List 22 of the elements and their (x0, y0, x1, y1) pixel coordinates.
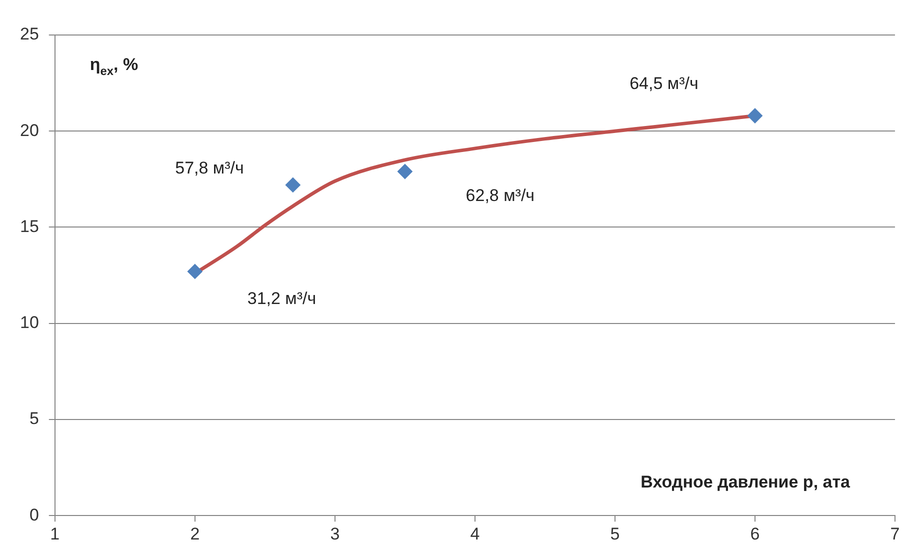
y-tick-label: 15 (20, 216, 39, 236)
x-axis-title: Входное давление р, ата (640, 472, 851, 492)
y-tick-label: 25 (20, 24, 39, 44)
annotation: 62,8 м³/ч (466, 186, 535, 206)
x-tick-label: 2 (190, 524, 200, 544)
x-tick-label: 1 (50, 524, 60, 544)
y-tick-label: 0 (29, 505, 39, 524)
point (187, 264, 202, 279)
annotation: 57,8 м³/ч (175, 158, 244, 178)
x-tick-label: 5 (610, 524, 620, 544)
y-tick-label: 20 (20, 120, 39, 140)
x-tick-label: 3 (330, 524, 340, 544)
x-tick-label: 7 (890, 524, 900, 544)
y-tick-label: 10 (20, 313, 39, 332)
annotation: 64,5 м³/ч (630, 74, 698, 94)
annotation: 31,2 м³/ч (247, 288, 316, 308)
y-tick-label: 5 (29, 409, 39, 428)
point (285, 177, 300, 192)
point (397, 164, 412, 179)
x-tick-label: 6 (750, 524, 760, 544)
point (747, 108, 762, 124)
x-tick-label: 4 (470, 524, 480, 544)
